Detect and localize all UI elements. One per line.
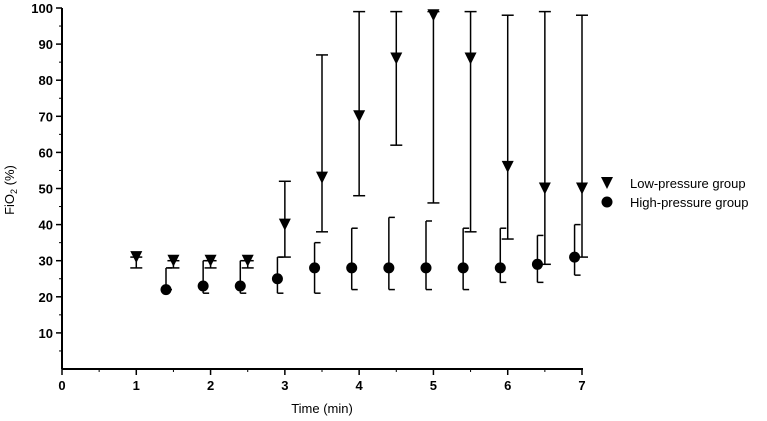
high-pressure-point <box>309 262 321 274</box>
low-pressure-point <box>278 218 291 231</box>
low-pressure-point <box>353 110 366 123</box>
low-pressure-point <box>576 182 588 195</box>
high-pressure-point <box>197 280 209 292</box>
legend-label-high-pressure: High-pressure group <box>630 195 749 210</box>
y-tick-label: 40 <box>39 218 53 233</box>
low-pressure-point <box>130 251 143 264</box>
x-tick-label: 4 <box>356 378 364 393</box>
legend-label-low-pressure: Low-pressure group <box>630 176 746 191</box>
high-pressure-point <box>494 262 506 274</box>
y-tick-label: 20 <box>39 290 53 305</box>
legend: Low-pressure group High-pressure group <box>601 176 749 210</box>
high-pressure-point <box>457 262 469 274</box>
high-pressure-point <box>271 273 283 285</box>
low-pressure-point <box>427 9 440 22</box>
high-pressure-point <box>234 280 246 292</box>
high-pressure-point <box>569 251 581 263</box>
high-pressure-point <box>531 258 543 270</box>
y-tick-label: 80 <box>39 73 53 88</box>
legend-marker-low-pressure <box>601 177 613 189</box>
x-tick-label: 0 <box>58 378 65 393</box>
axes <box>56 7 583 375</box>
low-pressure-point <box>501 160 514 173</box>
low-pressure-point <box>316 171 328 184</box>
x-tick-label: 1 <box>133 378 140 393</box>
low-pressure-point <box>538 182 551 195</box>
y-tick-label: 60 <box>39 145 53 160</box>
x-tick-label: 6 <box>504 378 511 393</box>
low-pressure-point <box>464 52 477 65</box>
high-pressure-point <box>160 284 172 296</box>
y-tick-label: 50 <box>39 182 53 197</box>
high-pressure-point <box>346 262 358 274</box>
high-pressure-point <box>420 262 432 274</box>
high-pressure-point <box>383 262 395 274</box>
low-pressure-point <box>390 52 403 65</box>
y-tick-label: 90 <box>39 37 53 52</box>
y-tick-label: 70 <box>39 109 53 124</box>
tick-labels: 10 20 30 40 50 60 70 80 90 100 0 1 2 3 4 5 6 7 <box>31 1 585 393</box>
legend-marker-high-pressure <box>601 196 613 208</box>
low-pressure-point <box>241 254 254 267</box>
x-tick-label: 3 <box>281 378 288 393</box>
x-tick-label: 7 <box>578 378 585 393</box>
y-axis-title: FiO2 (%) <box>2 165 19 215</box>
error-bars <box>130 10 588 294</box>
data-markers <box>130 9 588 296</box>
x-axis-title: Time (min) <box>291 401 353 416</box>
y-tick-label: 30 <box>39 254 53 269</box>
low-pressure-point <box>167 254 180 267</box>
y-tick-label: 10 <box>39 326 53 341</box>
y-tick-label: 100 <box>31 1 53 16</box>
x-tick-label: 5 <box>430 378 437 393</box>
low-pressure-point <box>204 254 217 267</box>
x-tick-label: 2 <box>207 378 214 393</box>
